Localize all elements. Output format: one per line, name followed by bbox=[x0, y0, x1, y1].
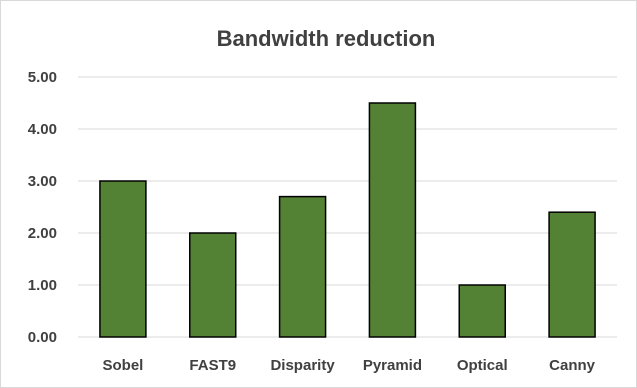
y-tick-label: 3.00 bbox=[28, 173, 57, 190]
x-tick-label: Optical bbox=[457, 357, 508, 374]
bar-pyramid bbox=[368, 102, 417, 338]
chart-title: Bandwidth reduction bbox=[217, 26, 436, 51]
y-tick-label: 4.00 bbox=[28, 121, 57, 138]
bar-fast9 bbox=[189, 232, 237, 338]
bar-optical bbox=[458, 284, 506, 338]
bar-canny bbox=[548, 211, 596, 338]
x-tick-label: Disparity bbox=[270, 357, 335, 374]
bars bbox=[99, 102, 596, 338]
x-tick-label: Pyramid bbox=[363, 357, 422, 374]
y-tick-label: 1.00 bbox=[28, 277, 57, 294]
x-tick-label: FAST9 bbox=[189, 357, 236, 374]
gridlines bbox=[78, 76, 617, 338]
y-tick-label: 2.00 bbox=[28, 225, 57, 242]
x-tick-label: Sobel bbox=[102, 357, 143, 374]
bar-disparity bbox=[278, 195, 327, 338]
x-axis-ticks: Sobel FAST9 Disparity Pyramid Optical Canny bbox=[102, 357, 595, 374]
y-tick-label: 0.00 bbox=[28, 329, 57, 346]
x-tick-label: Canny bbox=[549, 357, 596, 374]
bar-sobel bbox=[99, 180, 147, 338]
y-axis-ticks: 0.00 1.00 2.00 3.00 4.00 5.00 bbox=[28, 69, 57, 346]
y-tick-label: 5.00 bbox=[28, 69, 57, 86]
